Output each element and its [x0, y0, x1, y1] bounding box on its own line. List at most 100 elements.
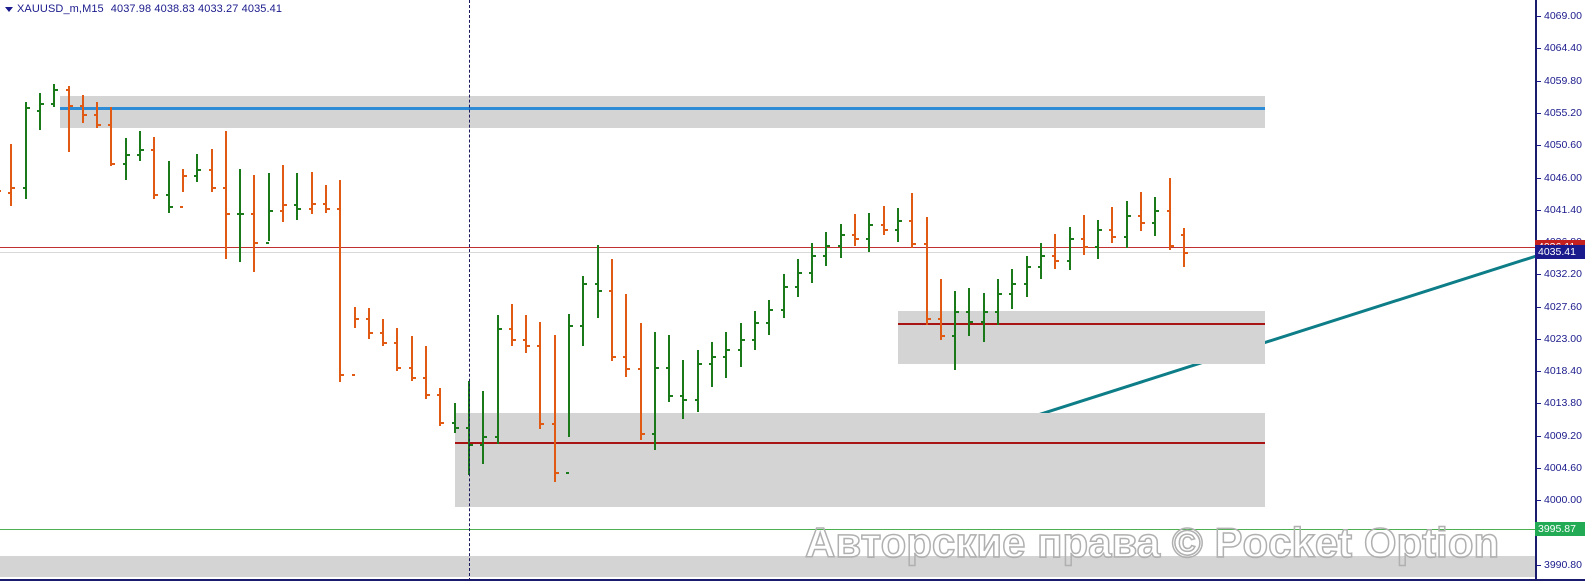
ohlc-bar[interactable]	[265, 173, 273, 245]
ohlc-bar[interactable]	[523, 315, 531, 353]
ohlc-bar[interactable]	[823, 232, 831, 266]
ohlc-bar[interactable]	[1152, 197, 1160, 237]
ohlc-bar[interactable]	[780, 274, 788, 318]
ohlc-bar[interactable]	[966, 288, 974, 337]
ohlc-bar[interactable]	[22, 102, 30, 199]
ohlc-bar[interactable]	[995, 278, 1002, 325]
ohlc-bar[interactable]	[1080, 215, 1088, 255]
ohlc-bar[interactable]	[651, 331, 659, 450]
ohlc-bar[interactable]	[179, 169, 187, 208]
ohlc-bar[interactable]	[380, 319, 388, 346]
ohlc-bar[interactable]	[337, 180, 345, 383]
ohlc-bar[interactable]	[94, 101, 102, 129]
bottom-band[interactable]	[0, 556, 1535, 578]
ohlc-bar[interactable]	[208, 149, 216, 192]
ohlc-bar[interactable]	[1180, 227, 1188, 267]
ohlc-bar[interactable]	[694, 350, 702, 412]
ohlc-bar[interactable]	[1123, 201, 1131, 248]
ohlc-bar[interactable]	[194, 153, 202, 182]
ohlc-bar[interactable]	[1109, 206, 1117, 244]
ohlc-bar[interactable]	[666, 334, 674, 403]
lower-support-level[interactable]	[455, 442, 1265, 445]
ohlc-bar[interactable]	[494, 315, 502, 445]
ohlc-bar[interactable]	[766, 299, 774, 335]
ohlc-bar[interactable]	[894, 208, 902, 243]
ohlc-bar[interactable]	[365, 308, 373, 339]
ohlc-bar[interactable]	[508, 303, 516, 346]
price-scale[interactable]: 4069.00 4064.40 4059.80 4055.20 4050.60 4046.…	[1535, 0, 1585, 581]
ohlc-bar[interactable]	[222, 131, 230, 259]
session-low-level[interactable]	[0, 529, 1535, 531]
bar-open-tick	[937, 317, 941, 320]
ohlc-bar[interactable]	[809, 243, 817, 283]
ohlc-bar[interactable]	[709, 341, 716, 387]
ohlc-bar[interactable]	[1138, 191, 1145, 231]
ohlc-bar[interactable]	[1052, 233, 1060, 269]
ohlc-bar[interactable]	[65, 86, 73, 153]
ohlc-bar[interactable]	[137, 131, 144, 161]
ohlc-bar[interactable]	[751, 310, 759, 351]
current-bid-level[interactable]	[0, 251, 1535, 253]
chevron-down-icon[interactable]	[5, 6, 13, 12]
ohlc-bar[interactable]	[280, 164, 287, 223]
plot-area[interactable]	[0, 0, 1535, 581]
ohlc-bar[interactable]	[251, 174, 259, 272]
ohlc-bar[interactable]	[737, 323, 745, 367]
ohlc-bar[interactable]	[480, 390, 488, 464]
ohlc-bar[interactable]	[0, 166, 1, 198]
ohlc-bar[interactable]	[623, 294, 631, 377]
ohlc-bar[interactable]	[680, 359, 688, 419]
ohlc-bar[interactable]	[79, 95, 87, 123]
ohlc-bar[interactable]	[36, 93, 44, 130]
ohlc-bar[interactable]	[580, 275, 588, 346]
ohlc-bar[interactable]	[322, 184, 330, 213]
bar-close-tick	[54, 89, 59, 92]
ohlc-bar[interactable]	[423, 345, 430, 400]
ohlc-bar[interactable]	[8, 143, 16, 206]
ohlc-bar[interactable]	[794, 258, 802, 297]
ohlc-bar[interactable]	[437, 388, 445, 426]
ohlc-bar[interactable]	[1023, 256, 1031, 297]
resistance-zone-level[interactable]	[60, 107, 1265, 111]
ohlc-bar[interactable]	[880, 205, 888, 236]
bar-close-tick	[640, 432, 645, 435]
ohlc-bar[interactable]	[1066, 226, 1074, 271]
mid-support-level[interactable]	[898, 323, 1265, 326]
ohlc-bar[interactable]	[1009, 268, 1017, 310]
ohlc-bar[interactable]	[551, 334, 559, 483]
ohlc-bar[interactable]	[923, 216, 931, 325]
resistance-zone[interactable]	[60, 96, 1265, 129]
ohlc-bar[interactable]	[608, 258, 616, 362]
ohlc-bar[interactable]	[51, 83, 59, 108]
ohlc-bar[interactable]	[837, 223, 845, 258]
ohlc-bar[interactable]	[1037, 243, 1045, 279]
ohlc-bar[interactable]	[394, 327, 402, 372]
ohlc-bar[interactable]	[1095, 219, 1103, 259]
ohlc-bar[interactable]	[351, 306, 359, 376]
ohlc-bar[interactable]	[866, 212, 874, 252]
ohlc-bar[interactable]	[408, 336, 416, 382]
current-ask-level[interactable]	[0, 246, 1535, 248]
ohlc-bar[interactable]	[237, 169, 245, 262]
ohlc-bar[interactable]	[566, 313, 573, 475]
bar-open-tick	[1023, 282, 1027, 285]
ohlc-bar[interactable]	[594, 244, 602, 318]
ohlc-bar[interactable]	[909, 192, 917, 248]
ohlc-bar[interactable]	[637, 323, 645, 440]
mid-demand-zone[interactable]	[898, 310, 1265, 365]
ohlc-bar[interactable]	[952, 291, 960, 370]
ohlc-bar[interactable]	[294, 173, 302, 220]
ohlc-bar[interactable]	[108, 107, 116, 167]
ohlc-bar[interactable]	[308, 171, 316, 214]
ohlc-bar[interactable]	[165, 160, 173, 213]
ohlc-bar[interactable]	[151, 136, 159, 199]
ohlc-bar[interactable]	[980, 292, 988, 342]
ohlc-bar[interactable]	[537, 322, 545, 429]
lower-demand-zone[interactable]	[455, 412, 1265, 508]
ohlc-bar[interactable]	[1166, 177, 1174, 251]
ohlc-bar[interactable]	[451, 403, 459, 433]
ohlc-bar[interactable]	[723, 331, 731, 379]
ohlc-bar[interactable]	[122, 138, 130, 181]
ohlc-bar[interactable]	[852, 214, 859, 247]
ohlc-bar[interactable]	[937, 278, 945, 341]
